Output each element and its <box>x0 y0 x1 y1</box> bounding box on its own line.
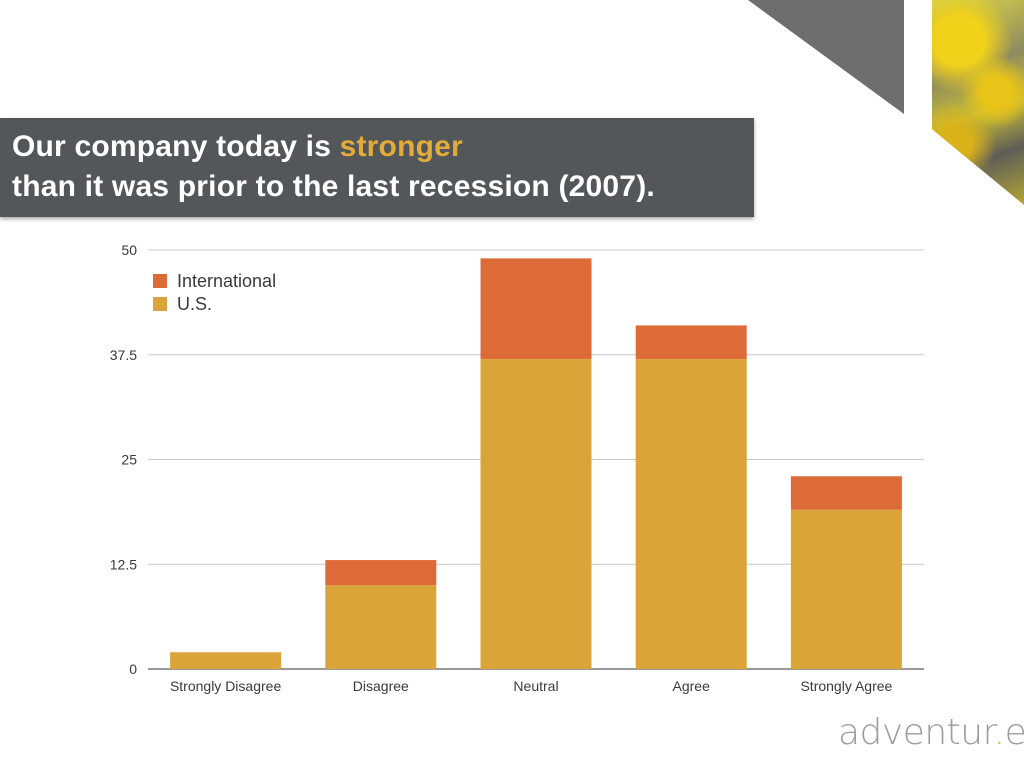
adventures-logo: adventur.es <box>838 712 1024 753</box>
y-tick-label: 0 <box>129 661 137 677</box>
logo-text-suffix: es <box>1004 712 1024 753</box>
title-band: Our company today is stronger than it wa… <box>0 118 754 217</box>
stacked-bar-chart: 0 12.5 25 37.5 50 Strongly Disagree Disagree Ne… <box>110 242 924 694</box>
legend-label: U.S. <box>177 294 212 314</box>
y-tick-label: 37.5 <box>110 347 137 363</box>
x-tick-label: Agree <box>673 678 711 694</box>
decorative-gray-triangle <box>748 0 904 114</box>
bar-international <box>790 476 902 510</box>
bar-international <box>635 325 747 359</box>
logo-text-prefix: adventur <box>838 712 994 753</box>
x-tick-label: Disagree <box>353 678 409 694</box>
slide-title-line-2: than it was prior to the last recession … <box>12 170 655 203</box>
x-tick-label: Strongly Agree <box>800 678 892 694</box>
bar-us <box>325 585 437 669</box>
bar-international <box>480 258 592 359</box>
title-highlight: stronger <box>339 130 463 163</box>
y-tick-label: 50 <box>121 242 137 258</box>
legend-swatch <box>153 274 167 288</box>
x-tick-label: Neutral <box>513 678 558 694</box>
slide-title-line-1: Our company today is stronger <box>12 130 463 164</box>
logo-dot: . <box>993 712 1005 753</box>
y-tick-label: 12.5 <box>110 556 137 572</box>
x-tick-label: Strongly Disagree <box>170 678 281 694</box>
decorative-photo <box>932 0 1024 205</box>
y-tick-label: 25 <box>121 452 137 468</box>
bar-us <box>790 509 902 669</box>
bar-us <box>635 358 747 669</box>
legend-swatch <box>153 297 167 311</box>
bar-us <box>480 358 592 669</box>
title-prefix: Our company today is <box>12 130 340 163</box>
bar-international <box>325 560 437 586</box>
bar-us <box>170 652 282 669</box>
legend-label: International <box>177 271 276 291</box>
